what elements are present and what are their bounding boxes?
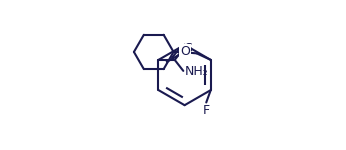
Text: O: O [180, 45, 190, 58]
Text: F: F [203, 104, 210, 117]
Text: S: S [184, 42, 192, 55]
Text: NH₂: NH₂ [184, 65, 208, 78]
